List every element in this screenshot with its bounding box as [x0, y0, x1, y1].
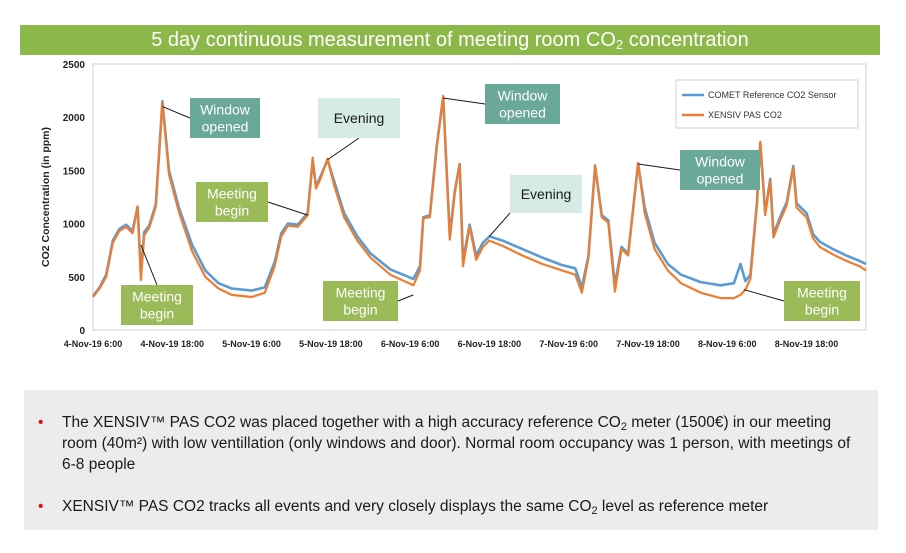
callout-text: Window [695, 154, 746, 170]
x-tick-label: 4-Nov-19 18:00 [141, 339, 205, 349]
bullet-marker: • [38, 498, 44, 515]
callout-text: Evening [521, 186, 572, 202]
callout-box [680, 150, 760, 190]
x-tick-label: 5-Nov-19 6:00 [222, 339, 281, 349]
callout-text: begin [215, 203, 249, 219]
legend-box [675, 79, 859, 129]
x-tick-label: 7-Nov-19 6:00 [539, 339, 598, 349]
callout-leader-line [443, 97, 486, 105]
y-tick-label: 1000 [63, 220, 86, 231]
slide-title: 5 day continuous measurement of meeting … [151, 29, 749, 52]
y-tick-label: 0 [79, 326, 85, 337]
y-tick-label: 2500 [63, 60, 86, 71]
callout-text: Evening [334, 110, 385, 126]
callout-box [318, 98, 400, 138]
bullet-panel: • The XENSIV™ PAS CO2 was placed togethe… [24, 390, 878, 530]
callout-text: Window [498, 88, 549, 104]
x-tick-label: 6-Nov-19 18:00 [458, 339, 522, 349]
callout-text: Meeting [336, 285, 386, 301]
callout-text: opened [202, 119, 249, 135]
chart-plot-frame [92, 63, 867, 331]
legend-label-xensiv: XENSIV PAS CO2 [708, 110, 782, 120]
callout-text: opened [697, 171, 744, 187]
callout-box [190, 98, 260, 138]
legend-label-comet: COMET Reference CO2 Sensor [708, 90, 836, 100]
y-axis-label: CO2 Concentration (in ppm) [40, 127, 52, 267]
y-axis: 0 500 1000 1500 2000 2500 [63, 60, 86, 337]
bullet-1: • The XENSIV™ PAS CO2 was placed togethe… [38, 414, 851, 473]
callout-leader-line [489, 212, 511, 237]
x-tick-label: 7-Nov-19 18:00 [616, 339, 680, 349]
callout-leader-line [327, 137, 360, 161]
callout-leader-line [140, 244, 158, 286]
bullet-marker: • [38, 414, 44, 431]
callout-text: Window [200, 102, 251, 118]
callout-leader-line [267, 201, 308, 216]
callout-leader-line [637, 163, 681, 171]
callout-box [196, 182, 268, 222]
callout-leader-line [397, 294, 414, 302]
callout-text: begin [805, 302, 839, 318]
annotation-layer: WindowopenedEveningWindowopenedWindowope… [121, 84, 860, 325]
callout-box [121, 285, 193, 325]
x-axis: 4-Nov-19 6:00 4-Nov-19 18:00 5-Nov-19 6:00… [64, 339, 839, 349]
callout-leader-line [162, 106, 191, 119]
legend: COMET Reference CO2 Sensor XENSIV PAS CO… [675, 79, 859, 129]
callout-text: Meeting [797, 285, 847, 301]
callout-box [323, 281, 398, 321]
callout-text: begin [343, 302, 377, 318]
y-tick-label: 500 [68, 273, 85, 284]
slide-title-bar: 5 day continuous measurement of meeting … [20, 25, 880, 55]
x-tick-label: 5-Nov-19 18:00 [299, 339, 363, 349]
x-tick-label: 6-Nov-19 6:00 [381, 339, 440, 349]
callout-box [485, 84, 560, 124]
callout-text: begin [140, 306, 174, 322]
y-tick-label: 1500 [63, 166, 86, 177]
callout-text: opened [499, 105, 546, 121]
callout-text: Meeting [132, 289, 182, 305]
x-tick-label: 8-Nov-19 6:00 [698, 339, 757, 349]
callout-box [510, 175, 582, 213]
y-tick-label: 2000 [63, 113, 86, 124]
callout-leader-line [743, 289, 785, 302]
x-tick-label: 4-Nov-19 6:00 [64, 339, 123, 349]
bullet-2: • XENSIV™ PAS CO2 tracks all events and … [38, 498, 769, 517]
x-tick-label: 8-Nov-19 18:00 [775, 339, 839, 349]
callout-text: Meeting [207, 186, 257, 202]
callout-box [784, 281, 860, 321]
